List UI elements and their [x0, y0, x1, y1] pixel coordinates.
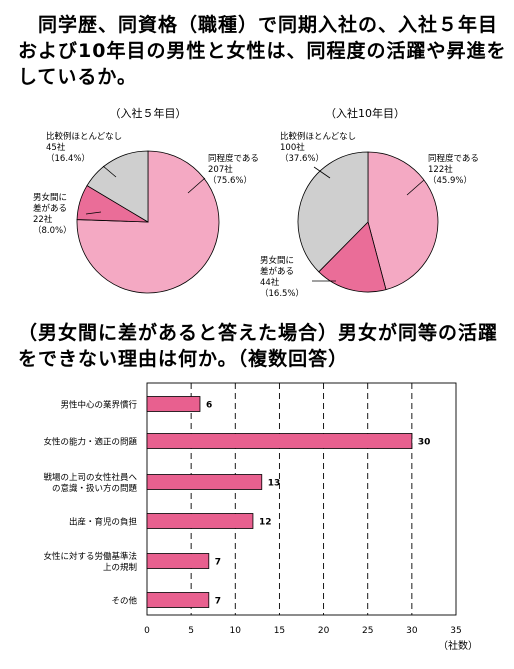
slice-label: 100社 [280, 142, 305, 153]
plot-frame [146, 382, 457, 616]
heading-line: （男女間に差があると答えた場合）男女が同等の活躍 [18, 322, 499, 344]
bar [146, 433, 413, 449]
heading-question-1: 同学歴、同資格（職種）で同期入社の、入社５年目 および10年目の男性と女性は、同… [18, 12, 506, 90]
category-label: 出産・育児の負担 [69, 517, 138, 528]
category-label: 女性に対する労働基準法 [43, 551, 137, 562]
slice-label: 同程度である [208, 153, 259, 164]
category-label: 女性の能力・適正の問題 [43, 437, 137, 448]
bar-chart-reasons: （社数） 0 5 10 15 20 25 30 35 6 男性中心の業界慣行 30 女性の能力・適正の… [43, 382, 478, 652]
x-tick-label: 30 [406, 626, 418, 636]
slice-label: 22社 [33, 214, 53, 225]
leader-line [406, 179, 425, 196]
bar-value-label: 6 [206, 401, 212, 411]
pie-slice [86, 150, 149, 223]
heading-question-2: （男女間に差があると答えた場合）男女が同等の活躍 をできない理由は何か。（複数回… [18, 320, 498, 372]
bar [146, 592, 210, 608]
bar-value-label: 7 [215, 597, 221, 607]
bar-value-label: 13 [268, 479, 281, 489]
leader-line [102, 165, 117, 178]
heading-line: をできない理由は何か。（複数回答） [18, 348, 349, 370]
slice-label: （16.4%） [46, 153, 90, 164]
pie-title: （入社５年目） [110, 106, 187, 120]
category-label: 戦場の上司の女性社員へ [43, 472, 137, 483]
category-label: の意識・扱い方の問題 [52, 483, 138, 494]
bar [146, 396, 201, 412]
slice-label: （8.0%） [33, 225, 72, 236]
slice-label: 同程度である [428, 153, 479, 164]
slice-label: 男女間に [260, 255, 294, 266]
pie-title: （入社10年目） [325, 106, 405, 120]
slice-label: 差がある [33, 203, 67, 214]
slice-label: 122社 [428, 164, 453, 175]
category-label: 上の規制 [103, 562, 137, 573]
slice-label: 44社 [260, 277, 280, 288]
bar [146, 474, 263, 490]
slice-label: 男女間に [33, 192, 67, 203]
leader-line [313, 166, 331, 179]
x-tick-label: 5 [188, 626, 194, 636]
category-label: その他 [111, 596, 137, 607]
slice-label: （16.5%） [260, 288, 304, 299]
pie-slice [318, 221, 387, 293]
pie-slice [367, 151, 439, 291]
bar [146, 553, 210, 569]
x-tick-label: 15 [274, 626, 285, 636]
x-axis-label: （社数） [438, 639, 478, 652]
slice-label: 比較例ほとんどなし [46, 131, 122, 142]
heading-line: しているか。 [18, 66, 138, 88]
bar-value-label: 30 [418, 438, 431, 448]
leader-line [85, 211, 102, 215]
bar [146, 513, 254, 529]
x-tick-label: 10 [230, 626, 242, 636]
x-tick-label: 20 [318, 626, 330, 636]
slice-label: 45社 [46, 142, 66, 153]
slice-label: 比較例ほとんどなし [280, 131, 356, 142]
slice-label: （75.6%） [208, 175, 252, 186]
x-tick-label: 0 [144, 626, 150, 636]
slice-label: 差がある [260, 266, 294, 277]
pie-slice [297, 151, 369, 273]
slice-label: （37.6%） [280, 153, 324, 164]
slice-label: （45.9%） [428, 175, 472, 186]
leader-line [187, 177, 206, 194]
slice-label: 207社 [208, 164, 233, 175]
category-label: 男性中心の業界慣行 [60, 400, 137, 411]
x-tick-label: 35 [450, 626, 461, 636]
heading-line: 同学歴、同資格（職種）で同期入社の、入社５年目 [18, 14, 499, 36]
bar-value-label: 7 [215, 558, 221, 568]
x-tick-label: 25 [362, 626, 373, 636]
bar-value-label: 12 [259, 518, 272, 528]
heading-line: および10年目の男性と女性は、同程度の活躍や昇進を [18, 40, 507, 62]
